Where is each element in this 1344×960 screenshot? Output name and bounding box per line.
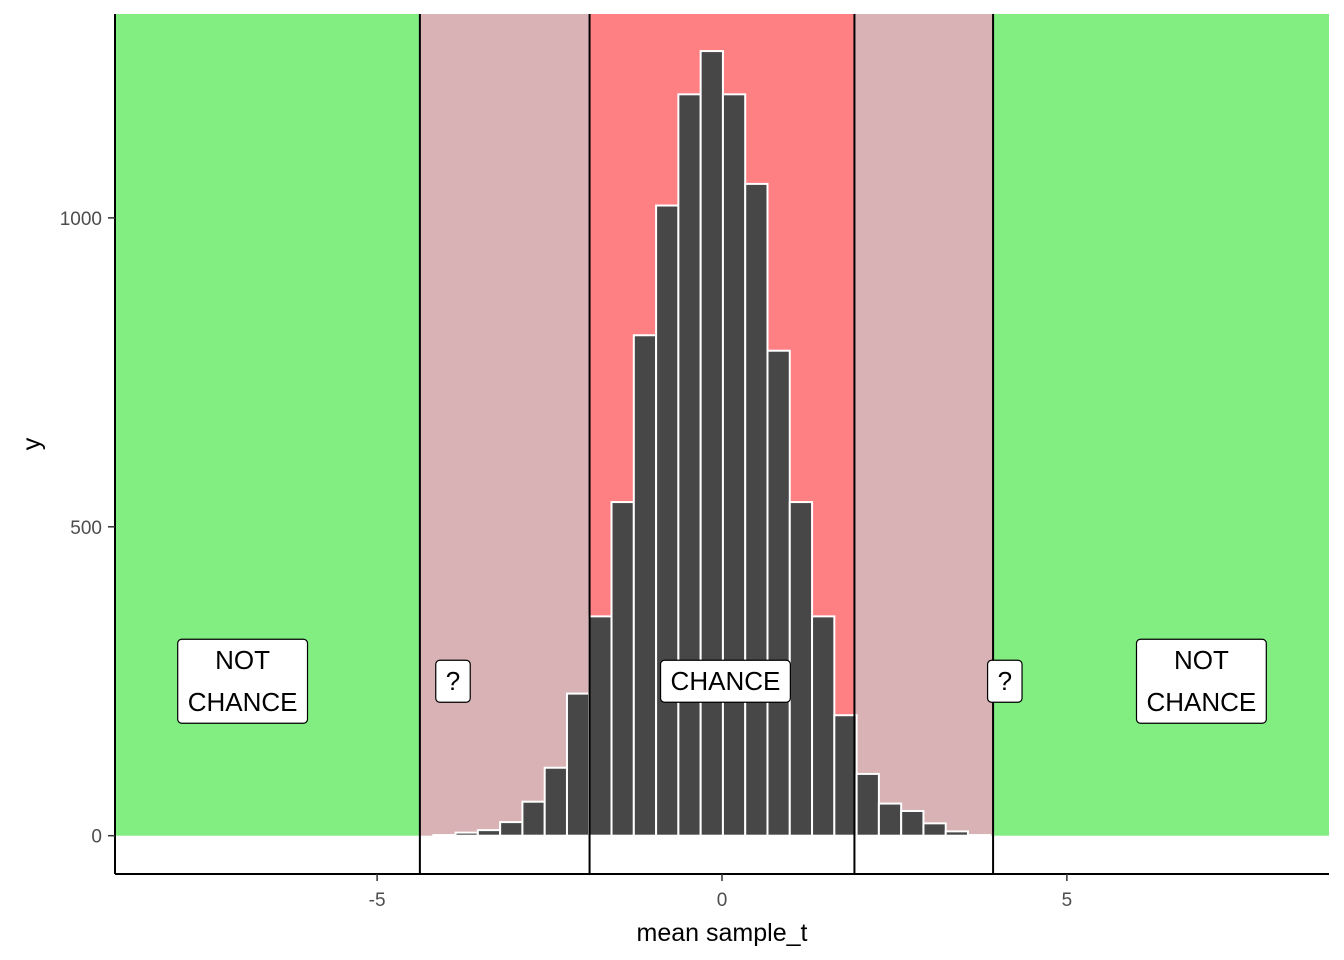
histogram-bar — [610, 501, 635, 837]
histogram-bar — [499, 821, 524, 837]
annotation-text: NOT — [1174, 645, 1229, 675]
annotation-text: ? — [998, 666, 1012, 696]
annotation-label-4: NOT CHANCE — [1135, 638, 1267, 724]
histogram-bars — [432, 50, 992, 837]
y-tick-label: 500 — [70, 518, 102, 539]
annotation-text: CHANCE — [671, 666, 781, 696]
histogram-bar — [900, 809, 925, 837]
annotation-text: ? — [446, 666, 460, 696]
histogram-bar — [833, 714, 858, 837]
histogram-bar — [521, 800, 546, 837]
annotation-text: NOT — [215, 645, 270, 675]
annotation-box — [177, 638, 309, 724]
histogram-bar — [432, 834, 457, 837]
histogram-bar — [454, 831, 479, 837]
region-annotations: NOT CHANCE? CHANCE ? NOT CHANCE — [177, 638, 1267, 724]
annotation-box — [659, 659, 791, 703]
x-tick-label: 0 — [717, 890, 728, 911]
region-band-3 — [854, 14, 994, 836]
histogram-bar — [922, 822, 947, 837]
histogram-bar — [855, 772, 880, 837]
histogram-bar — [588, 615, 613, 837]
histogram-bar — [811, 615, 836, 837]
annotation-text: CHANCE — [1146, 687, 1256, 717]
histogram-bar — [476, 829, 502, 837]
histogram-bar — [744, 182, 769, 837]
annotation-box — [986, 659, 1023, 703]
x-tick-label: -5 — [369, 890, 386, 911]
threshold-lines — [418, 14, 995, 874]
histogram-bar — [677, 93, 702, 837]
histogram-bar — [967, 834, 992, 837]
annotation-box — [1135, 638, 1267, 724]
annotation-label-2: CHANCE — [659, 659, 791, 703]
annotation-box — [435, 659, 471, 703]
annotation-label-1: ? — [435, 659, 471, 703]
histogram-bar — [632, 334, 658, 837]
x-axis-title: mean sample_t — [637, 919, 808, 947]
y-tick-label: 1000 — [60, 209, 102, 230]
region-band-1 — [419, 14, 590, 836]
histogram-bar — [944, 830, 970, 837]
annotation-label-3: ? — [986, 659, 1023, 703]
annotation-label-0: NOT CHANCE — [177, 638, 309, 724]
histogram-bar — [788, 501, 814, 837]
x-tick-label: 5 — [1062, 890, 1073, 911]
histogram-bar — [699, 50, 724, 837]
histogram-bar — [877, 802, 903, 837]
histogram-bar — [565, 692, 591, 837]
axes: 0 500 1000 -5 0 5 — [60, 14, 1329, 911]
annotation-text: CHANCE — [188, 687, 298, 717]
histogram-bar — [655, 204, 680, 837]
histogram-bar — [543, 766, 568, 837]
histogram-bar — [766, 349, 791, 837]
y-tick-label: 0 — [91, 827, 102, 848]
y-axis-title: y — [18, 437, 46, 450]
histogram-bar — [721, 93, 747, 837]
